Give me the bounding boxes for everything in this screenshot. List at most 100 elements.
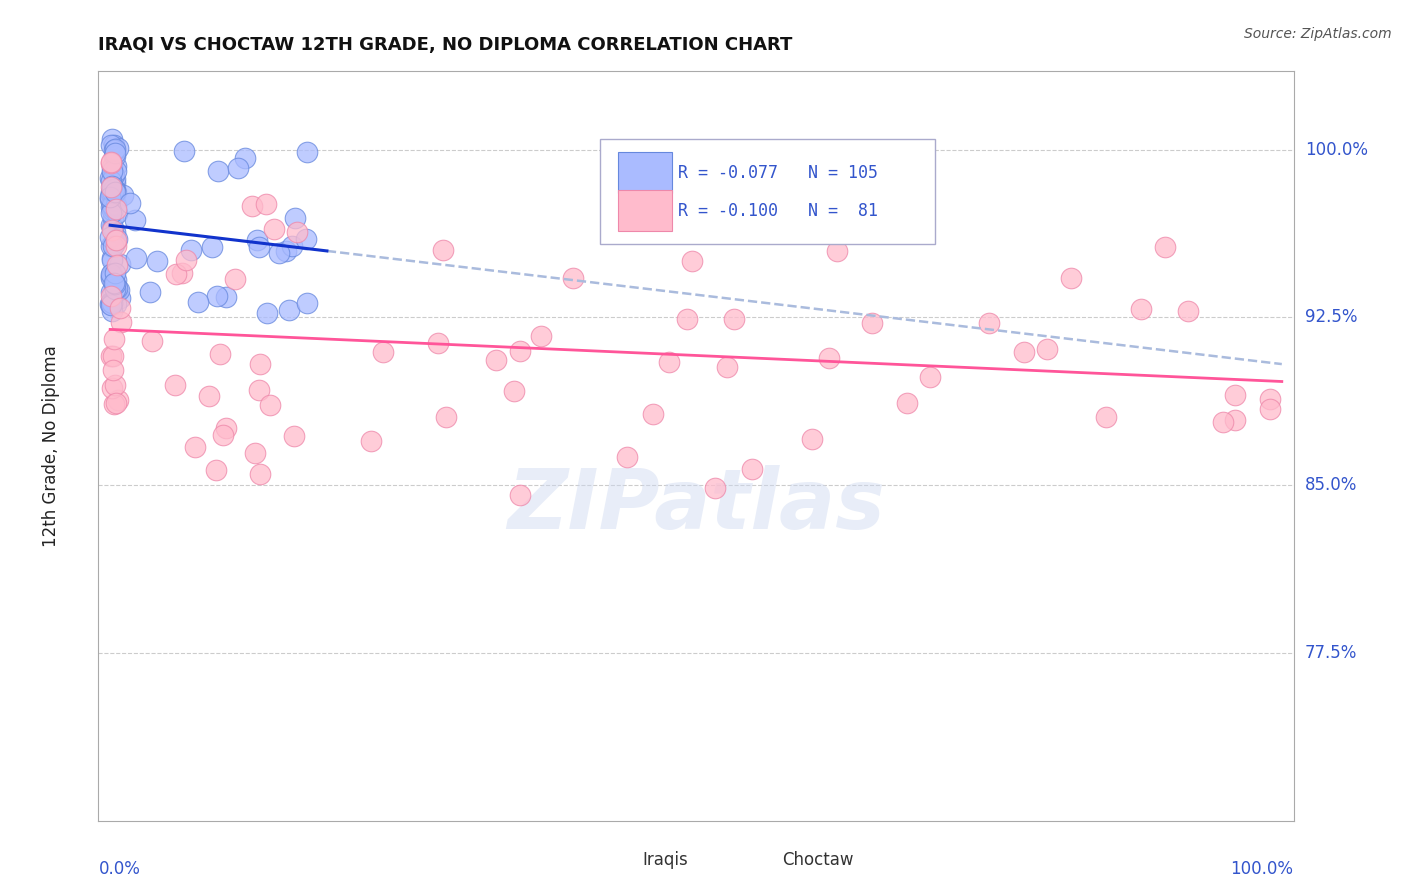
Point bbox=[101, 251, 124, 265]
Point bbox=[105, 281, 128, 295]
Point bbox=[561, 270, 583, 285]
Point bbox=[100, 296, 122, 310]
Point bbox=[105, 164, 128, 178]
Point bbox=[860, 316, 883, 330]
Point bbox=[741, 462, 763, 476]
Point bbox=[100, 187, 122, 202]
Point bbox=[360, 434, 382, 449]
Point bbox=[274, 244, 297, 259]
Point bbox=[104, 142, 127, 156]
Point bbox=[100, 285, 122, 299]
Point bbox=[100, 268, 122, 283]
FancyBboxPatch shape bbox=[600, 139, 935, 244]
Point bbox=[101, 223, 124, 237]
Point bbox=[278, 303, 301, 318]
Point bbox=[246, 233, 269, 247]
Point bbox=[716, 359, 738, 374]
Point bbox=[139, 285, 162, 299]
Point bbox=[1095, 409, 1118, 424]
Point bbox=[280, 239, 302, 253]
Point bbox=[100, 138, 122, 153]
Point bbox=[1223, 388, 1246, 402]
Point bbox=[249, 358, 271, 372]
Point bbox=[104, 176, 127, 190]
Point bbox=[104, 233, 127, 247]
Text: ZIPatlas: ZIPatlas bbox=[508, 466, 884, 547]
Point bbox=[105, 283, 128, 297]
Point bbox=[100, 298, 122, 312]
Point bbox=[105, 233, 128, 247]
Point bbox=[104, 186, 127, 200]
Point bbox=[104, 145, 127, 160]
Point bbox=[226, 161, 249, 175]
Point bbox=[103, 333, 125, 347]
Point bbox=[103, 397, 125, 411]
Point bbox=[105, 206, 128, 220]
Point bbox=[146, 254, 169, 268]
Point bbox=[508, 488, 530, 502]
Point bbox=[105, 258, 128, 272]
Point bbox=[125, 251, 148, 265]
Point bbox=[98, 230, 121, 244]
Point bbox=[658, 354, 681, 368]
Point bbox=[104, 236, 127, 251]
Point bbox=[105, 396, 128, 410]
Point bbox=[103, 182, 125, 196]
Point bbox=[100, 180, 122, 194]
Point bbox=[641, 408, 664, 422]
Point bbox=[896, 396, 918, 410]
Point bbox=[215, 290, 238, 304]
Point bbox=[107, 393, 129, 408]
Text: 92.5%: 92.5% bbox=[1305, 309, 1357, 326]
Point bbox=[235, 151, 257, 165]
Point bbox=[247, 384, 270, 398]
Point bbox=[103, 193, 125, 207]
FancyBboxPatch shape bbox=[619, 153, 672, 193]
Point bbox=[224, 272, 246, 286]
FancyBboxPatch shape bbox=[619, 191, 672, 231]
Point bbox=[681, 253, 703, 268]
Point bbox=[723, 311, 745, 326]
Point bbox=[800, 432, 823, 446]
Point bbox=[247, 240, 270, 254]
Point bbox=[101, 200, 124, 214]
Point bbox=[103, 211, 125, 226]
Point bbox=[104, 277, 127, 291]
Point bbox=[207, 164, 229, 178]
Point bbox=[100, 206, 122, 220]
Point bbox=[103, 236, 125, 251]
Point bbox=[240, 199, 263, 213]
Point bbox=[616, 450, 638, 464]
Point bbox=[104, 159, 127, 173]
Point bbox=[1036, 342, 1059, 356]
Point bbox=[201, 240, 224, 254]
Point bbox=[284, 211, 307, 226]
Point bbox=[108, 291, 131, 305]
Point bbox=[509, 344, 531, 359]
Point bbox=[104, 282, 127, 296]
Point bbox=[101, 132, 124, 146]
Point bbox=[103, 279, 125, 293]
Text: 100.0%: 100.0% bbox=[1230, 860, 1294, 878]
Point bbox=[100, 267, 122, 281]
Point bbox=[104, 273, 127, 287]
FancyBboxPatch shape bbox=[734, 847, 775, 873]
FancyBboxPatch shape bbox=[596, 847, 637, 873]
Point bbox=[104, 202, 127, 216]
Point bbox=[105, 198, 128, 212]
Point bbox=[703, 482, 725, 496]
Point bbox=[103, 277, 125, 291]
Point bbox=[295, 145, 318, 159]
Text: 77.5%: 77.5% bbox=[1305, 644, 1357, 662]
Point bbox=[100, 200, 122, 214]
Point bbox=[111, 187, 134, 202]
Point bbox=[100, 239, 122, 253]
Point bbox=[103, 286, 125, 301]
Point bbox=[209, 347, 232, 361]
Point bbox=[187, 295, 209, 310]
Point bbox=[103, 137, 125, 152]
Point bbox=[101, 178, 124, 193]
Point bbox=[101, 219, 124, 234]
Point bbox=[100, 185, 122, 199]
Point bbox=[104, 183, 127, 197]
